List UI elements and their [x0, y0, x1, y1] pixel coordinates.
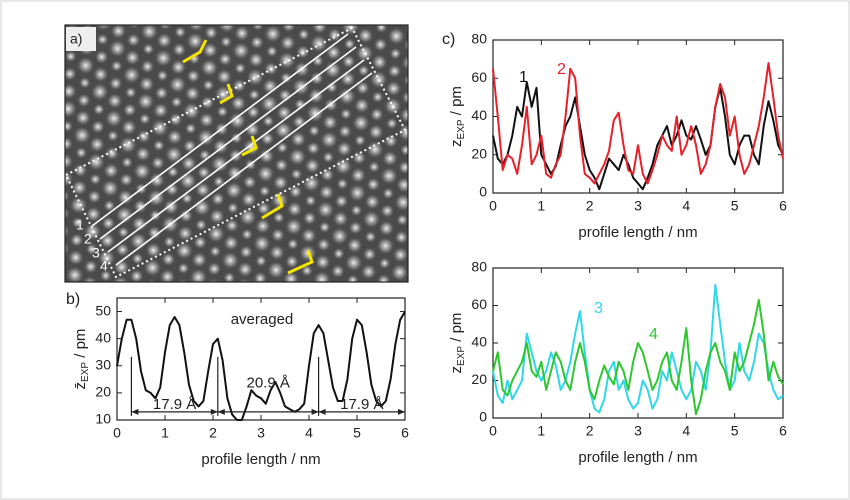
- x-tick-label: 4: [682, 198, 690, 214]
- series-label: 4: [649, 326, 658, 343]
- y-label-subscript: EXP: [456, 346, 467, 366]
- y-label-symbol: z: [448, 139, 465, 147]
- y-tick-label: 20: [471, 145, 487, 161]
- profile-line: [99, 46, 357, 240]
- x-tick-label: 6: [779, 423, 787, 439]
- x-tick-label: 5: [731, 198, 739, 214]
- y-label-symbol: z: [448, 366, 465, 374]
- profile-line: [91, 33, 349, 227]
- marker: [219, 83, 234, 105]
- x-tick-label: 3: [257, 425, 265, 441]
- line-label: 1: [76, 217, 84, 233]
- dimension-label: 20.9 Å: [247, 374, 290, 391]
- y-axis-label: z̄EXP / pm: [72, 329, 91, 390]
- x-tick-label: 0: [489, 423, 497, 439]
- x-tick-label: 3: [634, 423, 642, 439]
- x-tick-label: 5: [353, 425, 361, 441]
- y-label-unit: / pm: [72, 329, 89, 362]
- y-tick-label: 40: [471, 334, 487, 350]
- series-line: [492, 283, 784, 414]
- x-tick-label: 2: [209, 425, 217, 441]
- series-label: 1: [519, 69, 528, 86]
- stm-lattice: [65, 25, 408, 282]
- x-axis-label: profile length / nm: [201, 451, 320, 468]
- profile-lines: [91, 33, 373, 266]
- line-label: 4: [100, 258, 108, 274]
- x-tick-label: 2: [586, 198, 594, 214]
- markers: [182, 39, 314, 275]
- x-tick-label: 0: [113, 425, 121, 441]
- y-tick-label: 60: [471, 69, 487, 85]
- y-label-symbol: z̄: [72, 382, 89, 390]
- x-tick-label: 6: [779, 198, 787, 214]
- x-tick-label: 1: [537, 198, 545, 214]
- y-tick-label: 30: [95, 356, 111, 372]
- roi-box: [65, 26, 407, 279]
- x-tick-label: 5: [731, 423, 739, 439]
- panel-label: a): [70, 31, 82, 47]
- y-label-unit: / pm: [448, 86, 465, 119]
- image-frame: [64, 24, 409, 283]
- panel-label: c): [442, 31, 455, 48]
- y-tick-label: 0: [479, 184, 487, 200]
- y-tick-label: 50: [95, 302, 111, 318]
- y-tick-label: 0: [479, 409, 487, 425]
- profile-line: [107, 59, 365, 253]
- x-axis-label: profile length / nm: [578, 449, 697, 466]
- label-box: [66, 27, 96, 51]
- x-tick-label: 1: [537, 423, 545, 439]
- marker: [287, 249, 314, 275]
- x-tick-label: 6: [401, 425, 409, 441]
- x-tick-label: 2: [586, 423, 594, 439]
- y-tick-label: 10: [95, 411, 111, 427]
- y-label-subscript: EXP: [456, 119, 467, 139]
- y-tick-label: 20: [95, 384, 111, 400]
- series-line: [492, 62, 784, 185]
- series-line: [492, 298, 784, 416]
- panel-label: b): [66, 291, 80, 308]
- marker: [261, 193, 284, 220]
- x-tick-label: 4: [305, 425, 313, 441]
- x-axis-label: profile length / nm: [578, 224, 697, 241]
- x-tick-label: 0: [489, 198, 497, 214]
- series-line: [492, 81, 784, 191]
- y-axis-label: zEXP / pm: [448, 86, 467, 147]
- marker: [182, 39, 208, 64]
- x-tick-label: 3: [634, 198, 642, 214]
- y-tick-label: 20: [471, 371, 487, 387]
- x-tick-label: 1: [161, 425, 169, 441]
- y-tick-label: 60: [471, 296, 487, 312]
- line-labels: 1 2 3 4: [76, 217, 108, 274]
- series-label: 3: [594, 300, 603, 317]
- y-axis-label: zEXP / pm: [448, 313, 467, 374]
- marker: [241, 135, 258, 157]
- y-label-subscript: EXP: [80, 362, 91, 382]
- annotation: averaged: [231, 311, 294, 328]
- x-tick-label: 4: [682, 423, 690, 439]
- series-line: [116, 311, 406, 421]
- y-label-unit: / pm: [448, 313, 465, 346]
- y-tick-label: 40: [95, 329, 111, 345]
- profile-line: [115, 72, 373, 266]
- series-label: 2: [557, 61, 566, 78]
- dimension-label: 17.9 Å: [340, 396, 383, 413]
- y-tick-label: 80: [471, 31, 487, 47]
- y-tick-label: 80: [471, 259, 487, 275]
- line-label: 3: [92, 245, 100, 261]
- y-tick-label: 40: [471, 107, 487, 123]
- dimension-label: 17.9 Å: [153, 396, 196, 413]
- stm-image: [65, 25, 408, 282]
- line-label: 2: [84, 231, 92, 247]
